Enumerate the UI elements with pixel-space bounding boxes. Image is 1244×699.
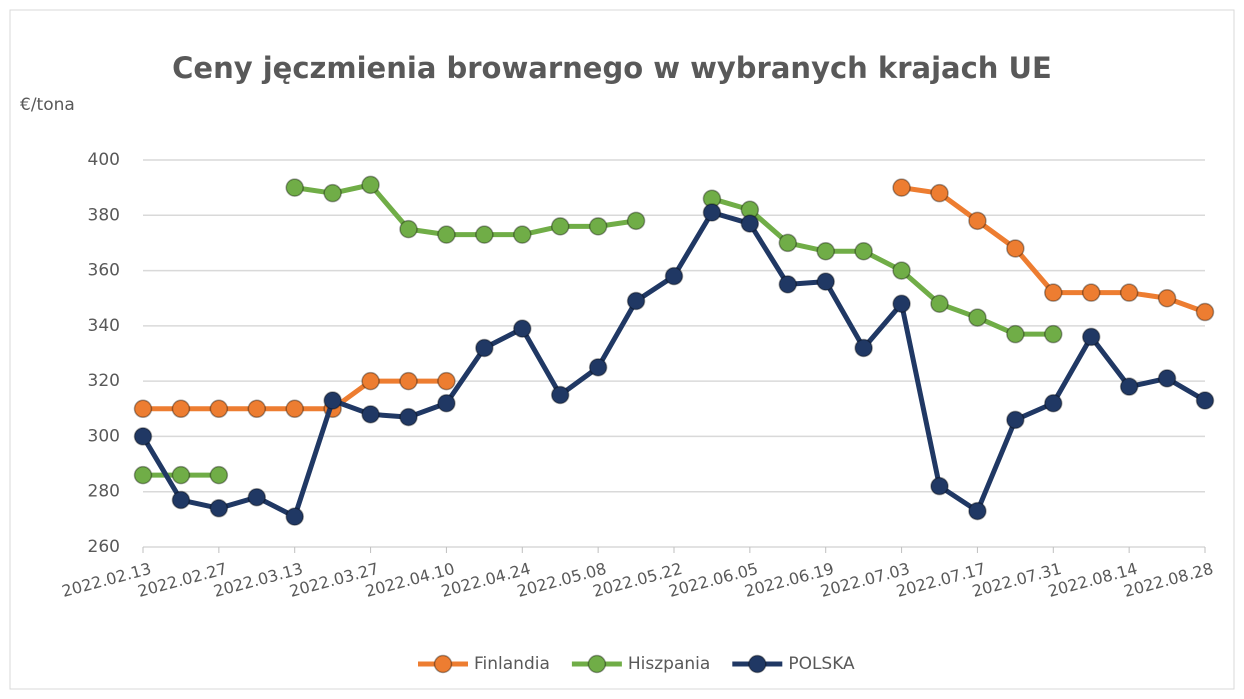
legend-label: POLSKA <box>788 654 855 674</box>
data-point <box>892 294 911 313</box>
legend-marker <box>587 654 607 674</box>
data-point <box>1081 283 1101 302</box>
data-point <box>209 465 229 485</box>
data-point <box>778 233 798 253</box>
data-point <box>209 499 229 518</box>
data-point <box>1195 391 1215 410</box>
data-point <box>361 175 380 195</box>
data-point <box>626 291 646 311</box>
data-point <box>664 266 684 286</box>
data-point <box>323 183 342 203</box>
data-point <box>247 487 267 507</box>
data-point <box>854 338 873 358</box>
data-point <box>1006 410 1025 430</box>
data-point <box>740 214 760 233</box>
chart-title: Ceny jęczmienia browarnego w wybranych k… <box>172 51 1052 85</box>
data-point <box>1006 324 1025 344</box>
y-tick-label: 380 <box>88 205 120 225</box>
data-point <box>1157 288 1177 308</box>
data-point <box>588 217 608 236</box>
y-tick-label: 360 <box>88 261 120 281</box>
y-tick-label: 260 <box>88 537 120 557</box>
data-point <box>930 294 949 313</box>
data-point <box>209 399 229 419</box>
y-tick-label: 280 <box>88 482 120 502</box>
data-point <box>930 183 949 203</box>
data-point <box>1119 283 1139 302</box>
data-point <box>550 217 570 236</box>
legend-marker <box>433 654 453 674</box>
data-point <box>778 275 798 294</box>
data-point <box>171 465 191 485</box>
data-point <box>361 405 380 424</box>
data-point <box>399 219 418 239</box>
data-point <box>588 358 608 377</box>
chart-frame <box>9 9 1235 690</box>
data-point <box>171 399 191 419</box>
data-point <box>285 178 304 197</box>
legend-label: Hiszpania <box>628 654 710 674</box>
data-point <box>968 501 987 521</box>
legend-label: Finlandia <box>474 654 550 674</box>
data-point <box>323 391 342 410</box>
data-point <box>133 465 153 485</box>
legend-marker <box>748 654 767 674</box>
data-point <box>475 225 494 244</box>
data-point <box>475 338 494 358</box>
data-point <box>816 241 835 261</box>
data-point <box>626 211 646 231</box>
data-point <box>968 211 987 231</box>
data-point <box>1081 327 1101 347</box>
data-point <box>892 178 911 197</box>
data-point <box>1195 302 1215 322</box>
data-point <box>1157 369 1177 388</box>
data-point <box>1044 283 1063 302</box>
data-point <box>361 371 380 391</box>
data-point <box>171 490 191 510</box>
y-axis-label: €/tona <box>20 95 75 115</box>
data-point <box>702 203 722 222</box>
data-point <box>513 225 532 244</box>
data-point <box>550 385 570 405</box>
data-point <box>1119 377 1139 396</box>
data-point <box>930 476 949 496</box>
data-point <box>892 261 911 280</box>
y-tick-label: 300 <box>88 426 120 446</box>
data-point <box>133 399 153 419</box>
data-point <box>854 241 873 261</box>
data-point <box>285 399 304 419</box>
data-point <box>968 308 987 327</box>
data-point <box>399 407 418 427</box>
data-point <box>437 394 456 413</box>
data-point <box>437 371 456 391</box>
data-point <box>247 399 267 419</box>
data-point <box>1044 324 1063 344</box>
data-point <box>513 319 532 338</box>
data-point <box>1006 239 1025 258</box>
data-point <box>133 427 153 446</box>
data-point <box>285 507 304 526</box>
data-point <box>399 371 418 391</box>
data-point <box>437 225 456 244</box>
data-point <box>816 272 835 291</box>
y-tick-label: 320 <box>88 371 120 391</box>
y-tick-label: 400 <box>88 150 120 170</box>
y-tick-label: 340 <box>88 316 120 336</box>
data-point <box>1044 394 1063 413</box>
